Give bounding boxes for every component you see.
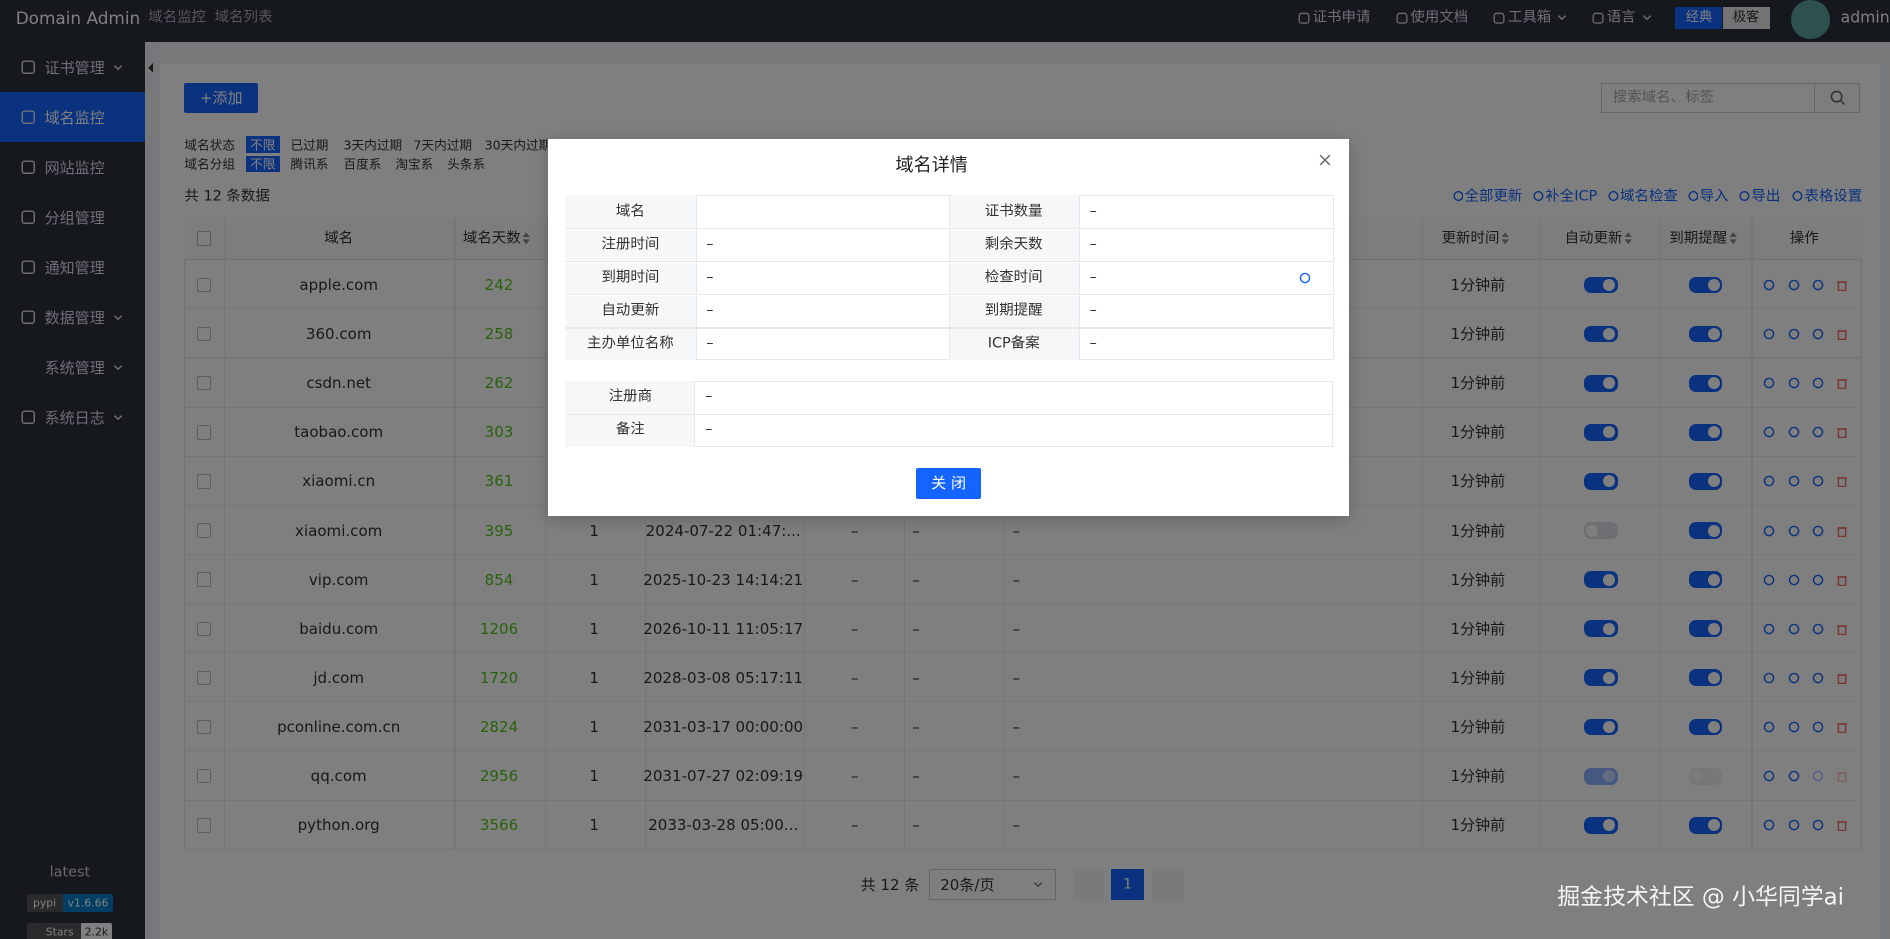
detail-label: 到期时间 xyxy=(601,269,660,286)
close-label[interactable]: 关 闭 xyxy=(931,474,967,493)
detail-label: 注册商 xyxy=(608,388,653,405)
detail-label: 到期提醒 xyxy=(984,302,1043,319)
detail-label-cell xyxy=(565,415,696,447)
modal-title: 域名详情 xyxy=(895,155,968,177)
detail-label-cell xyxy=(948,229,1080,262)
detail-value: – xyxy=(1089,203,1097,220)
detail-label-cell xyxy=(565,195,697,229)
refresh-icon[interactable] xyxy=(1299,272,1311,284)
detail-row-divider xyxy=(565,327,1335,329)
detail-row-divider xyxy=(565,261,1335,263)
detail-label: 剩余天数 xyxy=(984,236,1043,253)
detail-value: – xyxy=(706,269,714,286)
detail-row-divider xyxy=(565,228,1335,230)
detail-label-cell xyxy=(565,380,696,414)
detail-value: – xyxy=(706,302,714,319)
detail-label-cell xyxy=(565,262,697,295)
detail-label: 主办单位名称 xyxy=(587,335,674,352)
detail-label: 备注 xyxy=(615,421,645,438)
detail-label: 证书数量 xyxy=(984,203,1043,220)
detail-label-cell xyxy=(948,195,1080,229)
detail-value: – xyxy=(1089,236,1097,253)
detail-label: 检查时间 xyxy=(984,269,1043,286)
detail-row-divider xyxy=(565,413,1334,416)
detail-label: ICP备案 xyxy=(987,335,1040,352)
detail-value: – xyxy=(705,388,713,405)
modal-close[interactable] xyxy=(1319,154,1331,166)
detail-value: – xyxy=(705,421,713,438)
detail-value: – xyxy=(1089,269,1097,286)
detail-value: – xyxy=(1089,335,1097,352)
detail-label-cell xyxy=(948,328,1080,361)
detail-label: 域名 xyxy=(615,203,645,220)
detail-value: – xyxy=(706,335,714,352)
detail-label-cell xyxy=(948,295,1080,328)
detail-label: 自动更新 xyxy=(601,302,660,319)
detail-label-cell xyxy=(565,295,697,328)
detail-label-cell xyxy=(565,229,697,262)
close-button[interactable] xyxy=(916,467,982,499)
detail-label-cell xyxy=(565,328,697,361)
detail-value: – xyxy=(706,236,714,253)
detail-value: – xyxy=(1089,302,1097,319)
detail-row-divider xyxy=(565,294,1335,296)
detail-label: 注册时间 xyxy=(601,236,660,253)
detail-label-cell xyxy=(948,262,1080,295)
